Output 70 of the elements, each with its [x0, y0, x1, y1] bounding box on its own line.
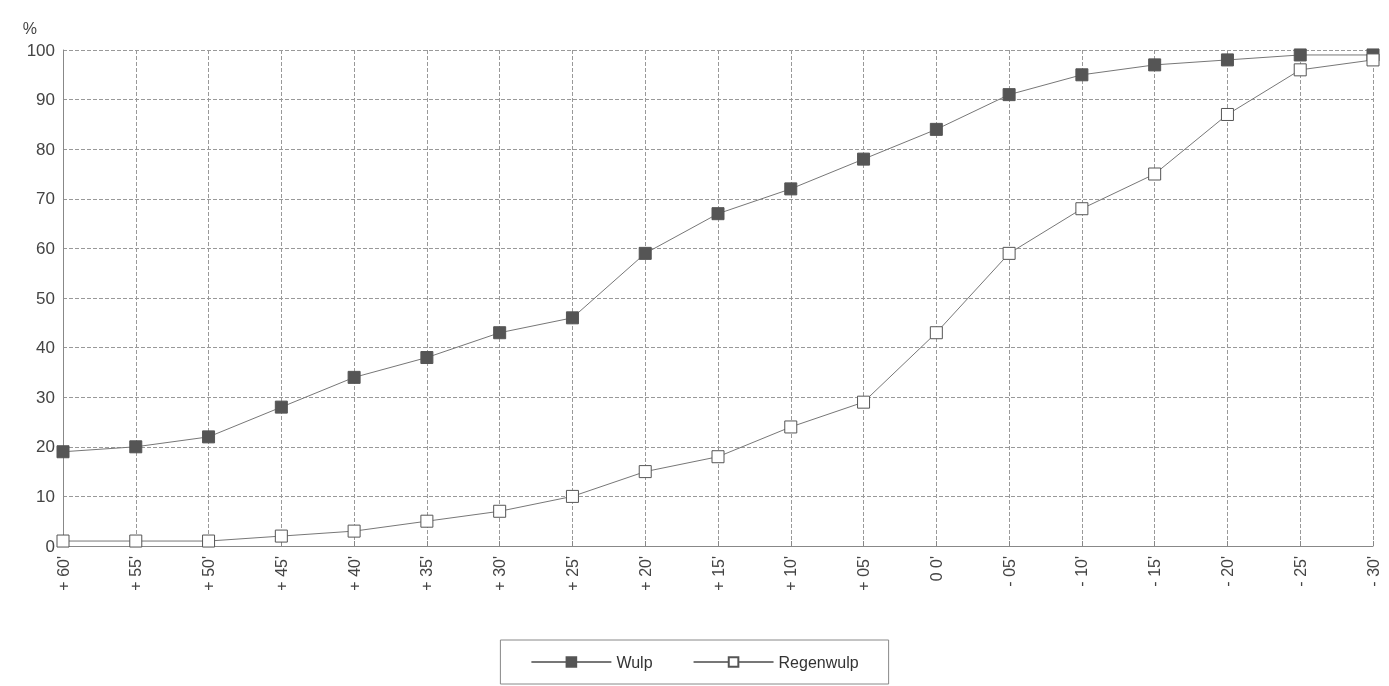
point [638, 465, 652, 479]
point [565, 311, 579, 325]
point [857, 152, 871, 166]
point [711, 207, 725, 221]
x-tick-label: + 60' [54, 556, 72, 591]
y-tick-label: 60 [36, 238, 55, 258]
x-tick-label: + 35' [418, 556, 436, 591]
point [56, 534, 70, 548]
point [129, 534, 143, 548]
point [420, 351, 434, 365]
point [347, 370, 361, 384]
point [1148, 58, 1162, 72]
x-tick-label: + 25' [563, 556, 581, 591]
y-axis-title: % [22, 19, 37, 37]
point [347, 524, 361, 538]
point [1220, 107, 1234, 121]
point [711, 450, 725, 464]
point [202, 430, 216, 444]
x-tick-label: - 10' [1073, 556, 1091, 587]
point [929, 326, 943, 340]
point [784, 420, 798, 434]
x-tick-label: - 30' [1364, 556, 1382, 587]
point [274, 529, 288, 543]
x-tick-label: + 45' [272, 556, 290, 591]
x-tick-label: - 05' [1000, 556, 1018, 587]
point [202, 534, 216, 548]
point [1002, 246, 1016, 260]
x-tick-label: - 25' [1291, 556, 1309, 587]
x-tick-label: 0 0' [927, 556, 945, 582]
point [420, 514, 434, 528]
x-tick-label: + 15' [709, 556, 727, 591]
point [56, 445, 70, 459]
x-tick-label: + 50' [200, 556, 218, 591]
legend-label: Regenwulp [778, 653, 859, 671]
x-tick-label: - 20' [1218, 556, 1236, 587]
y-tick-label: 10 [36, 486, 55, 506]
x-tick-label: - 15' [1146, 556, 1164, 587]
y-tick-label: 70 [36, 189, 55, 209]
point [274, 400, 288, 414]
point [929, 122, 943, 136]
point [857, 395, 871, 409]
y-tick-label: 0 [45, 536, 55, 556]
point [1148, 167, 1162, 181]
x-tick-label: + 20' [636, 556, 654, 591]
point [1075, 68, 1089, 82]
y-tick-label: 90 [36, 90, 55, 110]
point [129, 440, 143, 454]
x-tick-label: + 30' [491, 556, 509, 591]
y-tick-label: 40 [36, 338, 55, 358]
point [565, 489, 579, 503]
x-tick-label: + 10' [782, 556, 800, 591]
point [1220, 53, 1234, 67]
point [784, 182, 798, 196]
y-tick-label: 50 [36, 288, 55, 308]
y-tick-label: 100 [26, 40, 55, 60]
y-tick-label: 20 [36, 437, 55, 457]
point [1293, 63, 1307, 77]
x-tick-label: + 40' [345, 556, 363, 591]
x-tick-label: + 05' [855, 556, 873, 591]
point [1293, 48, 1307, 62]
y-tick-label: 30 [36, 387, 55, 407]
point [493, 326, 507, 340]
point [493, 504, 507, 518]
legend-label: Wulp [616, 653, 653, 671]
x-tick-label: + 55' [127, 556, 145, 591]
point [1366, 53, 1380, 67]
point [1002, 88, 1016, 102]
point [1075, 202, 1089, 216]
y-tick-label: 80 [36, 139, 55, 159]
point [638, 246, 652, 260]
